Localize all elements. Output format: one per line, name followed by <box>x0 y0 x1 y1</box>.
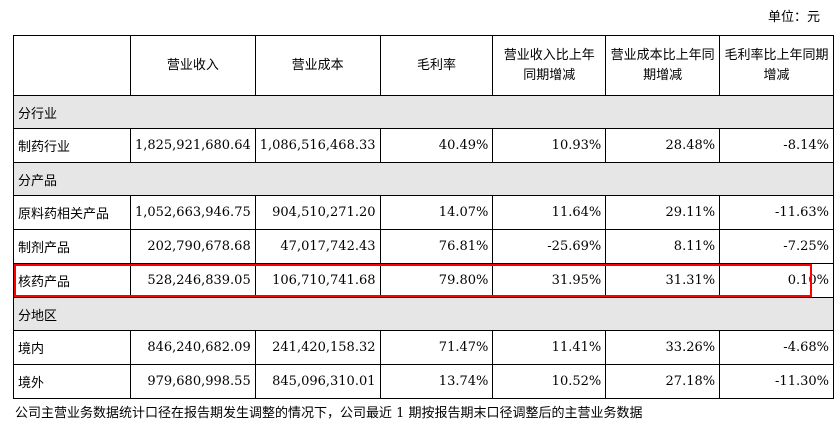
section-title: 分产品 <box>13 162 834 196</box>
row-label: 制剂产品 <box>13 229 131 264</box>
cell-cost: 1,086,516,468.33 <box>254 128 381 163</box>
cell-cost: 845,096,310.01 <box>254 364 381 399</box>
row-label: 境内 <box>13 330 131 365</box>
row-label: 制药行业 <box>13 128 131 163</box>
unit-label: 单位：元 <box>767 10 820 25</box>
cell-cost-change: 29.11% <box>605 195 721 230</box>
business-data-table: 营业收入 营业成本 毛利率 营业收入比上年同期增减 营业成本比上年同期增减 毛利… <box>13 35 834 399</box>
cell-gross-margin: 40.49% <box>379 128 494 163</box>
cell-cost-change: 33.26% <box>605 330 721 365</box>
cell-cost-change: 27.18% <box>605 364 721 399</box>
cell-revenue-change: -25.69% <box>492 229 607 264</box>
cell-revenue-change: 10.52% <box>492 364 607 399</box>
header-cost: 营业成本 <box>254 35 381 96</box>
cell-gross-margin: 79.80% <box>379 263 494 298</box>
cell-revenue: 1,052,663,946.75 <box>129 195 256 230</box>
cell-revenue-change: 11.41% <box>492 330 607 365</box>
cell-revenue: 528,246,839.05 <box>129 263 256 298</box>
header-empty <box>13 35 131 96</box>
section-title: 分地区 <box>13 297 834 331</box>
section-title: 分行业 <box>13 95 834 129</box>
cell-cost: 106,710,741.68 <box>254 263 381 298</box>
table-row: 制药行业 1,825,921,680.64 1,086,516,468.33 4… <box>13 128 834 163</box>
section-header-industry: 分行业 <box>13 95 834 129</box>
cell-gross-margin: 14.07% <box>379 195 494 230</box>
cell-margin-change: -7.25% <box>719 229 834 264</box>
section-header-product: 分产品 <box>13 162 834 196</box>
row-label: 核药产品 <box>13 263 131 298</box>
footnote: 公司主营业务数据统计口径在报告期发生调整的情况下，公司最近 1 期按报告期末口径… <box>15 406 643 421</box>
cell-margin-change: -8.14% <box>719 128 834 163</box>
cell-cost: 241,420,158.32 <box>254 330 381 365</box>
row-label: 境外 <box>13 364 131 399</box>
cell-cost: 904,510,271.20 <box>254 195 381 230</box>
cell-gross-margin: 13.74% <box>379 364 494 399</box>
cell-revenue: 202,790,678.68 <box>129 229 256 264</box>
table-row-highlighted: 核药产品 528,246,839.05 106,710,741.68 79.80… <box>13 263 834 298</box>
cell-gross-margin: 76.81% <box>379 229 494 264</box>
cell-cost-change: 8.11% <box>605 229 721 264</box>
header-revenue: 营业收入 <box>129 35 256 96</box>
cell-margin-change: -11.30% <box>719 364 834 399</box>
cell-revenue-change: 31.95% <box>492 263 607 298</box>
cell-cost-change: 31.31% <box>605 263 721 298</box>
cell-margin-change: -11.63% <box>719 195 834 230</box>
table-row: 制剂产品 202,790,678.68 47,017,742.43 76.81%… <box>13 229 834 264</box>
cell-revenue-change: 10.93% <box>492 128 607 163</box>
cell-cost-change: 28.48% <box>605 128 721 163</box>
cell-gross-margin: 71.47% <box>379 330 494 365</box>
row-label: 原料药相关产品 <box>13 195 131 230</box>
cell-revenue: 979,680,998.55 <box>129 364 256 399</box>
table-row: 原料药相关产品 1,052,663,946.75 904,510,271.20 … <box>13 195 834 230</box>
header-revenue-change: 营业收入比上年同期增减 <box>492 35 607 96</box>
cell-margin-change: -4.68% <box>719 330 834 365</box>
cell-revenue: 1,825,921,680.64 <box>129 128 256 163</box>
table-row: 境外 979,680,998.55 845,096,310.01 13.74% … <box>13 364 834 399</box>
section-header-region: 分地区 <box>13 297 834 331</box>
cell-revenue: 846,240,682.09 <box>129 330 256 365</box>
header-margin-change: 毛利率比上年同期增减 <box>719 35 834 96</box>
header-cost-change: 营业成本比上年同期增减 <box>605 35 721 96</box>
table-row: 境内 846,240,682.09 241,420,158.32 71.47% … <box>13 330 834 365</box>
cell-revenue-change: 11.64% <box>492 195 607 230</box>
table-header-row: 营业收入 营业成本 毛利率 营业收入比上年同期增减 营业成本比上年同期增减 毛利… <box>13 35 834 96</box>
header-gross-margin: 毛利率 <box>379 35 494 96</box>
cell-margin-change: 0.10% <box>719 263 834 298</box>
cell-cost: 47,017,742.43 <box>254 229 381 264</box>
